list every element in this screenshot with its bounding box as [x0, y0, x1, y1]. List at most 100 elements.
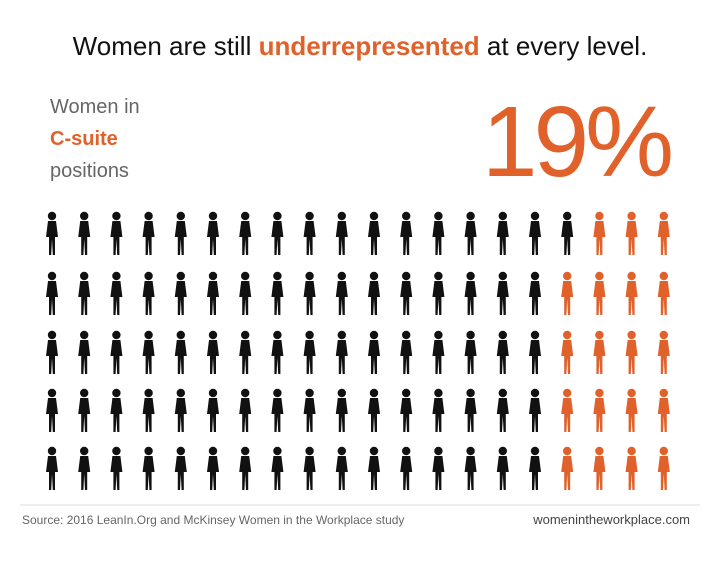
figure-head: [369, 446, 379, 456]
figure-head: [402, 271, 411, 281]
figure-head: [595, 271, 604, 281]
figure-head: [305, 330, 314, 340]
figure-body: [496, 221, 509, 255]
figure: [368, 330, 380, 374]
figure-body: [657, 340, 670, 374]
figure-head: [176, 211, 185, 221]
figure-body: [335, 221, 348, 255]
figure-head: [176, 330, 185, 340]
woman-figure: [657, 446, 670, 490]
figure-body: [529, 398, 541, 432]
figure: [432, 446, 445, 490]
figure-head: [273, 388, 282, 398]
figure-head: [80, 271, 89, 281]
figure-body: [174, 281, 187, 315]
figure-head: [208, 271, 218, 281]
figure-head: [176, 388, 185, 398]
figure-body: [593, 398, 606, 432]
figure: [271, 330, 284, 374]
figure-body: [368, 398, 380, 432]
figure-body: [561, 456, 574, 490]
figure-head: [241, 211, 250, 221]
figure: [239, 330, 252, 374]
figure-head: [80, 446, 89, 456]
figure: [529, 446, 541, 490]
figure: [46, 211, 58, 255]
figure: [46, 388, 58, 432]
figure-head: [466, 388, 475, 398]
figure-body: [46, 221, 58, 255]
figure-body: [239, 281, 252, 315]
figure-head: [144, 211, 153, 221]
figure-body: [464, 456, 477, 490]
figure: [207, 330, 219, 374]
figure-body: [174, 340, 187, 374]
figure-head: [80, 330, 89, 340]
figure-body: [303, 340, 316, 374]
figure-head: [659, 388, 668, 398]
figure-body: [464, 221, 477, 255]
figure-body: [625, 221, 638, 255]
figure-body: [432, 281, 445, 315]
woman-figure: [593, 330, 606, 374]
figure: [303, 446, 316, 490]
figure: [368, 211, 380, 255]
figure-head: [80, 388, 89, 398]
figure-head: [273, 271, 282, 281]
label-highlight: C-suite: [50, 128, 118, 150]
figure-head: [47, 330, 57, 340]
figure-head: [112, 271, 121, 281]
figure-body: [400, 456, 413, 490]
figure-body: [432, 340, 445, 374]
figure-head: [47, 211, 57, 221]
title: Women are still underrepresented at ever…: [73, 31, 648, 61]
figure-body: [78, 221, 91, 255]
figure-body: [368, 340, 380, 374]
figure-body: [110, 281, 123, 315]
figure-body: [625, 456, 638, 490]
figure-head: [659, 271, 668, 281]
figure-body: [207, 221, 219, 255]
figure-head: [337, 446, 346, 456]
figure-head: [144, 388, 153, 398]
figure: [142, 211, 155, 255]
figure-head: [659, 211, 668, 221]
figure: [110, 330, 123, 374]
figure: [464, 388, 477, 432]
figure-head: [369, 330, 379, 340]
figure: [335, 388, 348, 432]
figure-body: [368, 221, 380, 255]
figure-body: [303, 281, 316, 315]
figure-head: [563, 211, 572, 221]
figure-body: [593, 221, 606, 255]
figure: [432, 388, 445, 432]
figure: [496, 388, 509, 432]
figure-body: [271, 398, 284, 432]
figure-body: [110, 456, 123, 490]
figure-body: [529, 221, 541, 255]
figure-body: [400, 398, 413, 432]
figure: [271, 388, 284, 432]
figure: [46, 271, 58, 315]
figure-head: [627, 330, 636, 340]
figure: [400, 330, 413, 374]
figure: [239, 271, 252, 315]
figure-head: [337, 271, 346, 281]
figure: [464, 330, 477, 374]
figure-body: [303, 221, 316, 255]
figure-body: [207, 281, 219, 315]
figure-head: [305, 211, 314, 221]
figure-head: [80, 211, 89, 221]
figure-body: [142, 221, 155, 255]
figure-body: [529, 456, 541, 490]
figure-head: [369, 211, 379, 221]
figure-head: [434, 446, 443, 456]
figure-head: [563, 330, 572, 340]
figure-body: [657, 456, 670, 490]
figure: [496, 211, 509, 255]
figure-head: [530, 388, 540, 398]
figure: [142, 330, 155, 374]
figure-body: [593, 281, 606, 315]
figure-head: [337, 330, 346, 340]
woman-figure: [657, 388, 670, 432]
